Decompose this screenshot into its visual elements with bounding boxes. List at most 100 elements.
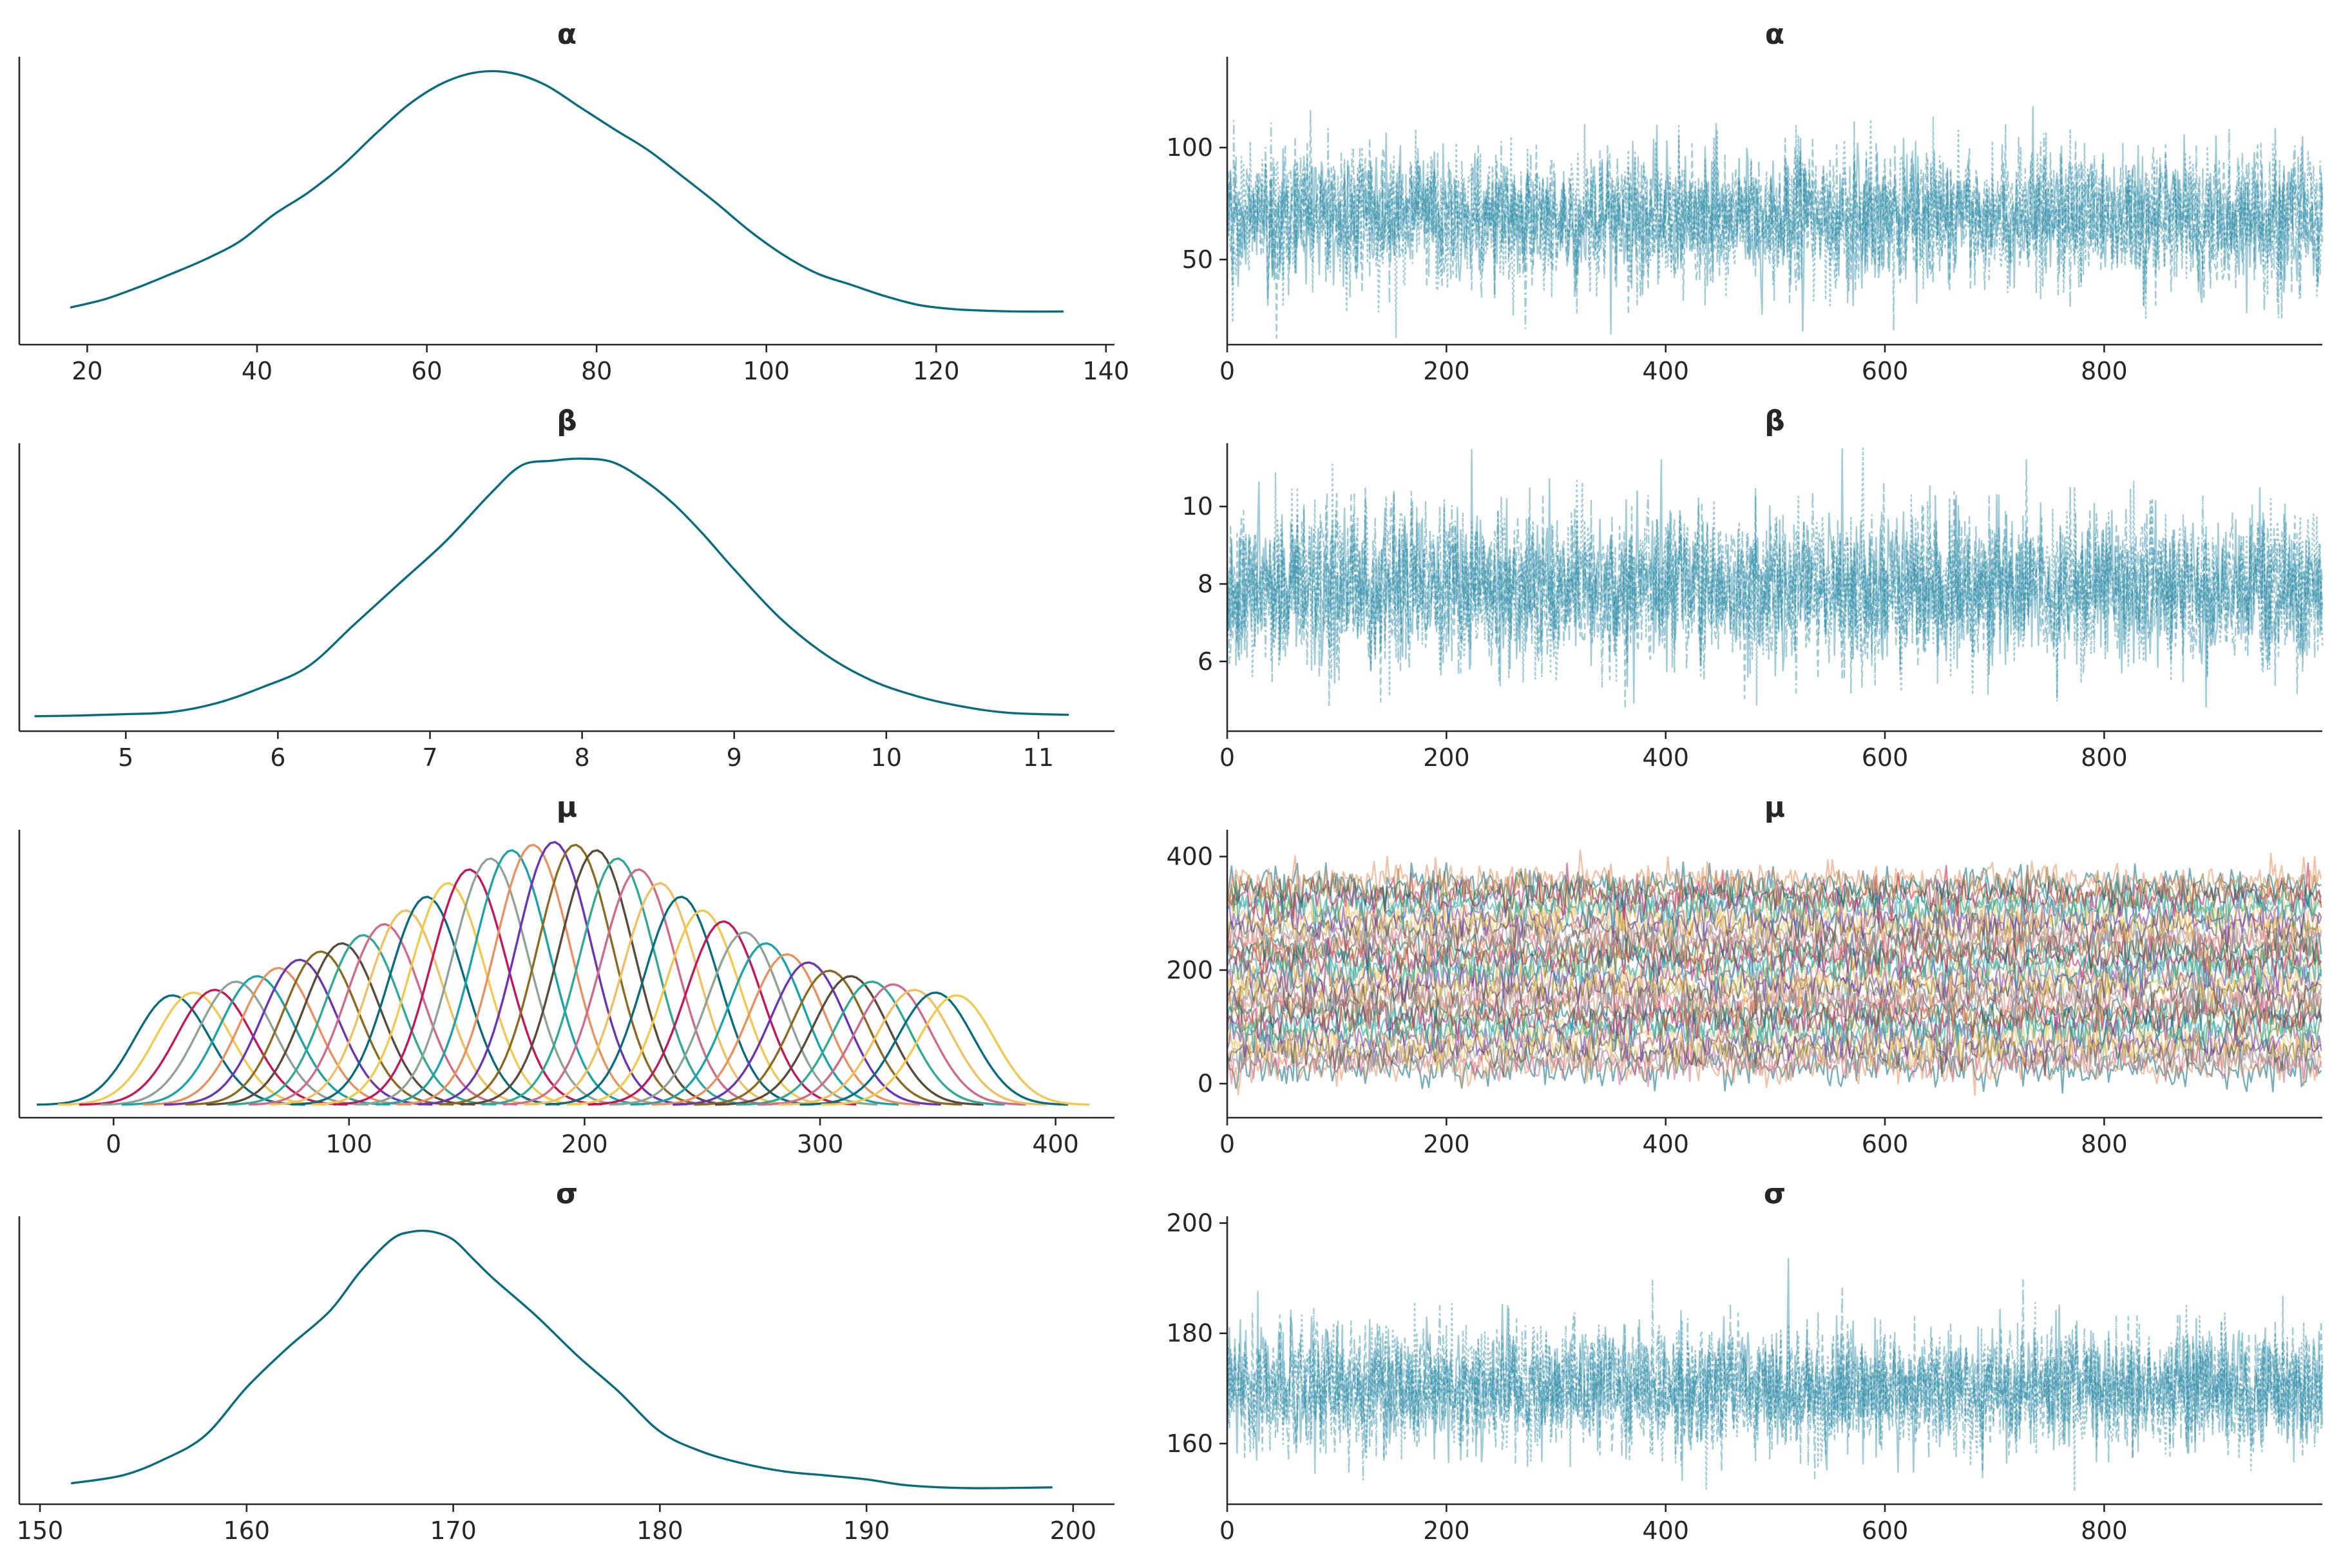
trace-chain-1 <box>1226 1296 2324 1478</box>
kde-line-mu-30 <box>673 961 941 1106</box>
trace-chain-0 <box>1226 106 2324 335</box>
y-tick-label: 200 <box>1166 956 1213 984</box>
x-tick-label: 190 <box>843 1516 890 1545</box>
kde-line-mu-8 <box>206 942 475 1106</box>
panel-title: α <box>1765 18 1784 51</box>
x-tick-label: 0 <box>1219 1516 1235 1545</box>
kde-line-mu-37 <box>821 994 1090 1106</box>
x-tick-label: 400 <box>1642 743 1689 772</box>
x-tick-label: 180 <box>636 1516 683 1545</box>
y-tick-label: 200 <box>1166 1209 1213 1238</box>
x-tick-label: 0 <box>106 1130 121 1158</box>
y-tick-label: 180 <box>1166 1319 1213 1348</box>
x-tick-label: 100 <box>326 1130 373 1158</box>
kde-line <box>70 1229 1053 1489</box>
trace-mu-13 <box>1226 970 2322 1031</box>
kde-line-mu-6 <box>164 959 433 1106</box>
x-tick-label: 6 <box>270 743 285 772</box>
trace-chain-2 <box>1226 116 2324 339</box>
trace-mu-4 <box>1226 1024 2322 1078</box>
kde-line-mu-9 <box>227 933 497 1106</box>
kde-line-mu-16 <box>376 849 645 1106</box>
x-tick-label: 200 <box>1423 1516 1470 1545</box>
kde-line-mu-5 <box>142 966 412 1106</box>
y-tick-label: 100 <box>1166 133 1213 162</box>
trace-chain-1 <box>1227 459 2324 710</box>
panel-trace-4: σ 0 200 400 600 800 160 180 200 <box>1166 1178 2324 1545</box>
kde-line-mu-36 <box>799 991 1069 1106</box>
x-tick-label: 120 <box>913 357 960 385</box>
kde-line-mu-3 <box>100 980 369 1106</box>
x-tick-label: 300 <box>797 1130 844 1158</box>
x-tick-label: 800 <box>2081 1130 2128 1158</box>
kde-line-mu-7 <box>185 950 454 1106</box>
kde-line-mu-23 <box>524 882 793 1106</box>
trace-mu-37 <box>1226 849 2322 906</box>
trace-mu-22 <box>1226 930 2322 989</box>
x-tick-label: 400 <box>1642 357 1689 385</box>
panel-title: β <box>557 405 577 437</box>
x-tick-label: 0 <box>1219 743 1235 772</box>
panel-title: μ <box>1764 791 1785 824</box>
kde-line-mu-0 <box>37 994 305 1106</box>
panel-title: μ <box>557 791 577 824</box>
kde-line-mu-17 <box>397 843 666 1106</box>
x-tick-label: 600 <box>1862 357 1909 385</box>
kde-line-mu-21 <box>481 857 750 1106</box>
kde-line-mu-31 <box>694 970 962 1106</box>
x-tick-label: 0 <box>1219 357 1235 385</box>
x-tick-label: 0 <box>1219 1130 1235 1158</box>
kde-line-mu-32 <box>714 975 984 1106</box>
y-tick-label: 50 <box>1182 245 1213 274</box>
x-tick-label: 100 <box>743 357 790 385</box>
trace-chain-0 <box>1226 1257 2324 1481</box>
kde-line <box>34 457 1069 718</box>
x-tick-label: 800 <box>2081 743 2128 772</box>
x-tick-label: 60 <box>411 357 442 385</box>
x-tick-label: 200 <box>1423 743 1470 772</box>
x-tick-label: 200 <box>1423 1130 1470 1158</box>
y-tick-label: 400 <box>1166 843 1213 871</box>
kde-line-mu-35 <box>778 988 1047 1106</box>
panel-title: σ <box>556 1178 578 1210</box>
panel-trace-1: α 0 200 400 600 800 50 100 <box>1166 18 2324 385</box>
kde-line-mu-14 <box>333 868 602 1106</box>
trace-chain-0 <box>1226 448 2324 708</box>
x-tick-label: 140 <box>1083 357 1130 385</box>
y-tick-label: 8 <box>1198 569 1213 598</box>
kde-line-mu-2 <box>79 988 348 1106</box>
x-tick-label: 20 <box>72 357 102 385</box>
trace-chain-3 <box>1226 1279 2324 1481</box>
trace-mu-28 <box>1226 886 2322 955</box>
panel-kde-1: α 20 40 60 80 100 120 140 <box>18 18 1130 385</box>
panel-trace-multi-3: μ 0 200 400 600 800 0 200 400 <box>1166 791 2322 1158</box>
x-tick-label: 800 <box>2081 1516 2128 1545</box>
kde-line-mu-4 <box>121 975 390 1106</box>
panel-kde-multi-3: μ 0 100 200 300 400 <box>18 791 1114 1158</box>
kde-line-mu-1 <box>57 991 327 1106</box>
trace-mu-9 <box>1226 1000 2322 1051</box>
panel-title: α <box>557 18 577 51</box>
trace-chain-3 <box>1226 120 2324 332</box>
panel-kde-4: σ 150 160 170 180 190 200 <box>17 1178 1114 1545</box>
x-tick-label: 400 <box>1642 1516 1689 1545</box>
x-tick-label: 600 <box>1862 1130 1909 1158</box>
kde-line-mu-34 <box>757 983 1026 1106</box>
x-tick-label: 800 <box>2081 357 2128 385</box>
kde-line-mu-12 <box>291 895 560 1106</box>
trace-mu-27 <box>1226 901 2322 958</box>
x-tick-label: 9 <box>727 743 742 772</box>
trace-chain-2 <box>1226 1301 2324 1492</box>
x-tick-label: 7 <box>422 743 437 772</box>
trace-chain-3 <box>1226 487 2324 703</box>
x-tick-label: 170 <box>430 1516 477 1545</box>
panel-kde-2: β 5 6 7 8 9 10 11 <box>18 405 1114 772</box>
kde-line-mu-11 <box>269 909 539 1106</box>
kde-line-mu-13 <box>312 882 581 1106</box>
y-tick-label: 10 <box>1182 492 1213 521</box>
kde-line-mu-10 <box>249 923 517 1106</box>
x-tick-label: 150 <box>17 1516 64 1545</box>
panel-title: σ <box>1764 1178 1786 1210</box>
x-tick-label: 200 <box>561 1130 608 1158</box>
